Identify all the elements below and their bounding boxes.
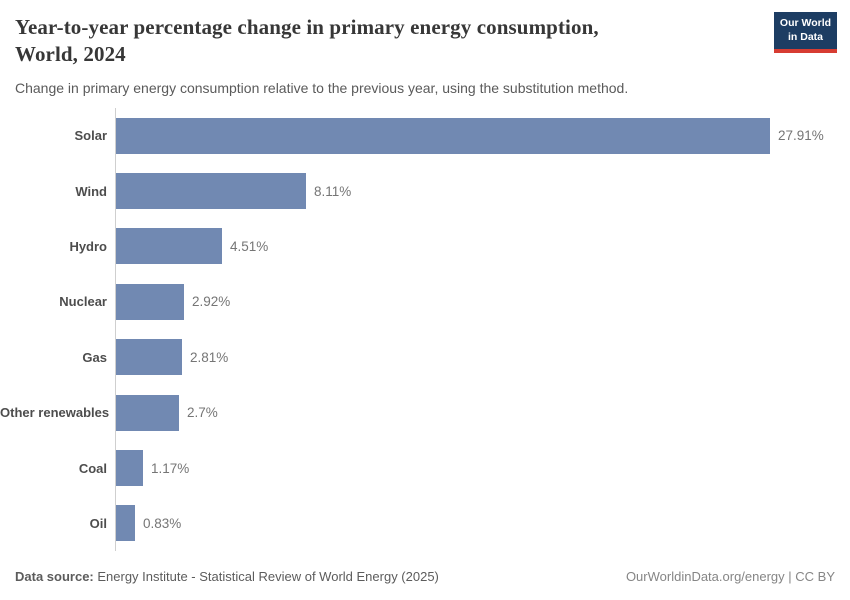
chart-footer: Data source: Energy Institute - Statisti…: [15, 569, 835, 584]
bar[interactable]: [116, 505, 135, 542]
bar[interactable]: [116, 339, 182, 376]
value-label: 4.51%: [230, 238, 269, 254]
title-line-1: Year-to-year percentage change in primar…: [15, 15, 599, 39]
bar-chart: Solar 27.91% Wind 8.11% Hydro 4.51% Nuclear 2.9…: [0, 108, 850, 552]
data-source-note: Data source: Energy Institute - Statisti…: [15, 569, 439, 584]
bar-row: Oil 0.83%: [0, 495, 850, 552]
category-label: Wind: [75, 183, 107, 199]
bar-area: 0.83%: [115, 495, 850, 552]
bar-area: 2.92%: [115, 274, 850, 330]
bar[interactable]: [116, 173, 306, 210]
bar-area: 4.51%: [115, 218, 850, 275]
value-label: 27.91%: [778, 128, 824, 144]
bar-row: Coal 1.17%: [0, 440, 850, 496]
bar-row: Nuclear 2.92%: [0, 274, 850, 330]
category-label: Gas: [82, 349, 107, 365]
bar[interactable]: [116, 450, 143, 487]
page-title: Year-to-year percentage change in primar…: [15, 14, 760, 68]
category-label: Solar: [74, 128, 107, 144]
data-source-label: Data source:: [15, 569, 94, 584]
value-label: 2.81%: [190, 349, 229, 365]
category-label: Other renewables: [0, 405, 110, 421]
category-label: Coal: [78, 460, 107, 476]
bar[interactable]: [116, 283, 184, 320]
value-label: 2.92%: [192, 294, 231, 310]
bar[interactable]: [116, 228, 222, 265]
bar[interactable]: [116, 117, 770, 154]
title-line-2: World, 2024: [15, 41, 126, 66]
license-note[interactable]: OurWorldinData.org/energy | CC BY: [625, 569, 835, 584]
bar-row: Wind 8.11%: [0, 163, 850, 219]
owid-logo-line-1: Our World: [779, 17, 832, 29]
bar[interactable]: [116, 394, 179, 431]
data-source-text: Energy Institute - Statistical Review of…: [93, 569, 439, 584]
category-label: Nuclear: [59, 294, 107, 310]
value-label: 1.17%: [151, 460, 190, 476]
bar-area: 27.91%: [115, 108, 850, 164]
bar-row: Hydro 4.51%: [0, 218, 850, 275]
bar-area: 2.7%: [115, 384, 850, 441]
category-label: Hydro: [69, 238, 107, 254]
bar-row: Gas 2.81%: [0, 329, 850, 385]
bar-row: Other renewables 2.7%: [0, 384, 850, 441]
bar-area: 8.11%: [115, 163, 850, 219]
bar-area: 2.81%: [115, 329, 850, 385]
chart-header: Year-to-year percentage change in primar…: [15, 14, 760, 98]
value-label: 8.11%: [314, 183, 352, 199]
owid-logo-line-2: in Data: [787, 30, 823, 43]
chart-subtitle: Change in primary energy consumption rel…: [15, 79, 629, 96]
bar-row: Solar 27.91%: [0, 108, 850, 164]
owid-logo[interactable]: Our World in Data: [774, 12, 837, 53]
value-label: 2.7%: [187, 405, 218, 421]
value-label: 0.83%: [143, 515, 182, 531]
category-label: Oil: [89, 515, 107, 531]
bar-area: 1.17%: [115, 440, 850, 496]
